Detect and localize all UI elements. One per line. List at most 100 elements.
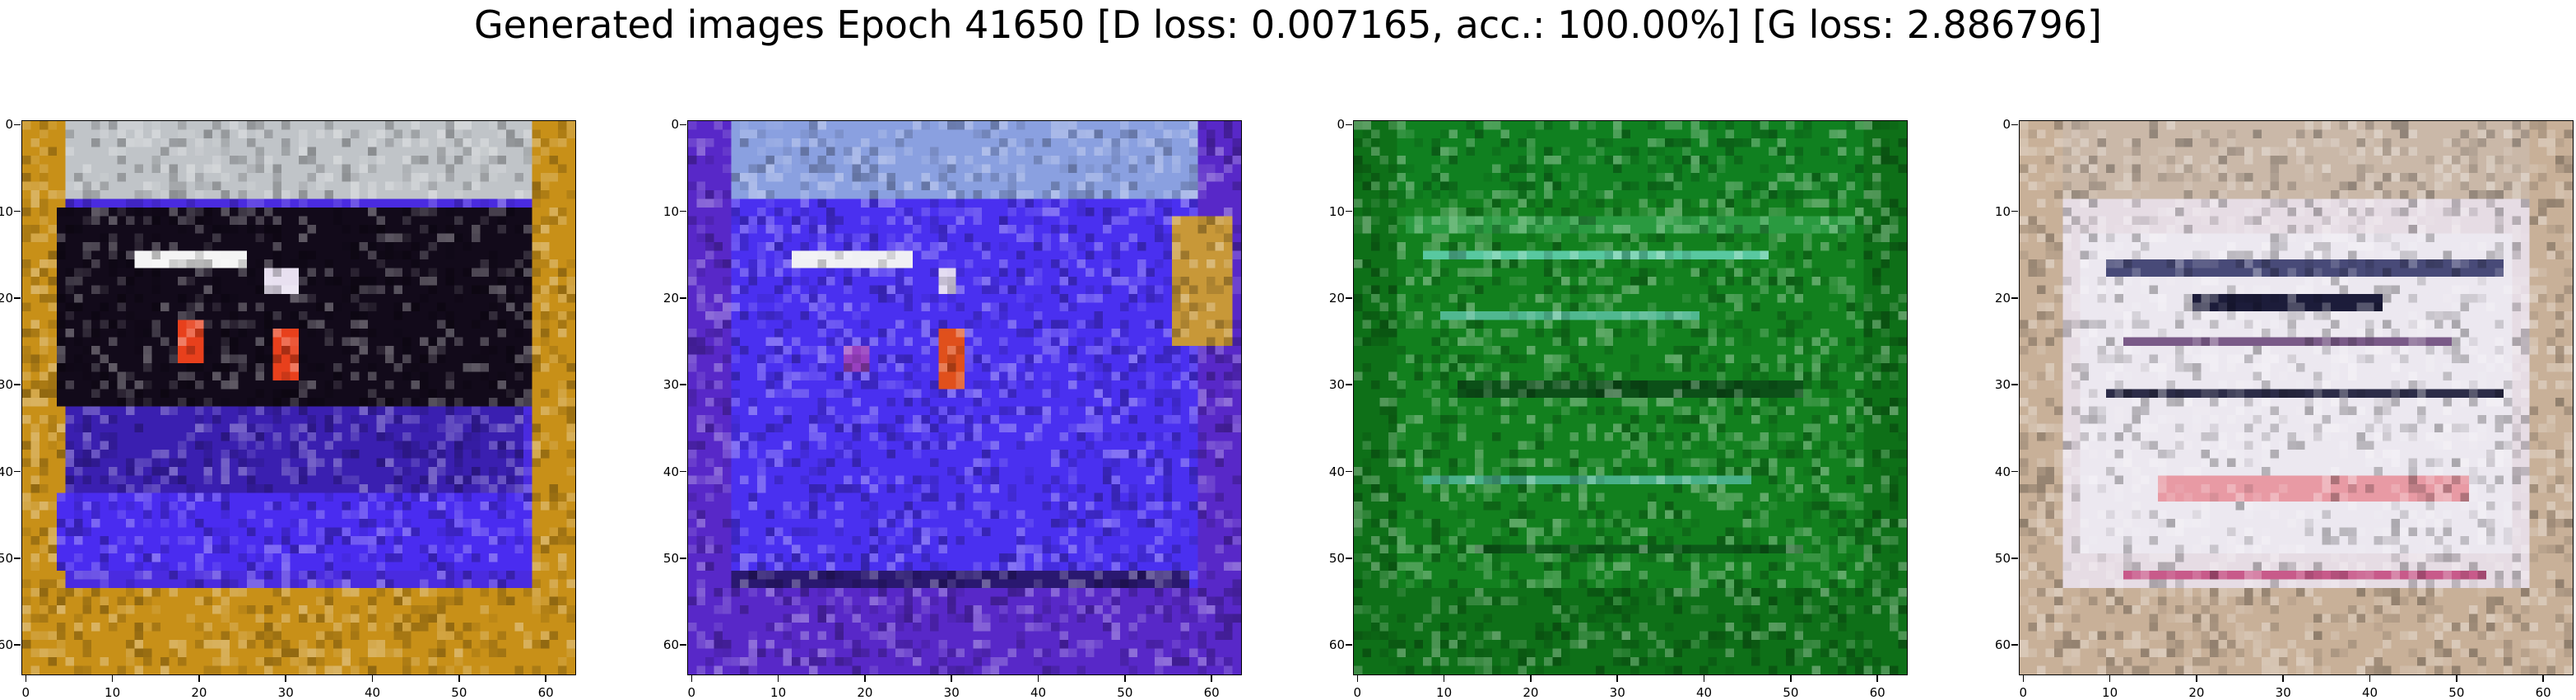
- image-pixel: [1898, 398, 1907, 407]
- image-pixel: [480, 475, 489, 484]
- image-pixel: [1846, 285, 1855, 294]
- image-pixel: [299, 423, 308, 432]
- image-pixel: [783, 631, 792, 640]
- image-pixel: [938, 363, 947, 372]
- image-pixel: [1811, 277, 1820, 286]
- image-pixel: [1458, 562, 1467, 571]
- image-pixel: [230, 225, 239, 234]
- image-pixel: [1155, 198, 1164, 208]
- image-pixel: [1700, 268, 1709, 277]
- image-pixel: [930, 484, 939, 493]
- image-pixel: [393, 467, 402, 476]
- image-pixel: [938, 156, 947, 165]
- image-pixel: [965, 519, 974, 528]
- image-pixel: [1128, 129, 1137, 138]
- image-pixel: [1397, 458, 1406, 467]
- image-pixel: [1431, 398, 1440, 407]
- image-pixel: [1717, 389, 1726, 398]
- image-pixel: [947, 346, 956, 355]
- image-pixel: [1527, 380, 1536, 390]
- image-pixel: [1803, 233, 1812, 242]
- image-pixel: [1630, 398, 1639, 407]
- image-pixel: [774, 458, 783, 467]
- image-pixel: [748, 588, 757, 597]
- image-pixel: [1448, 208, 1458, 217]
- image-pixel: [454, 553, 463, 562]
- image-pixel: [1690, 164, 1700, 173]
- image-pixel: [316, 173, 325, 182]
- image-pixel: [688, 329, 697, 338]
- image-pixel: [1725, 147, 1734, 156]
- image-pixel: [904, 354, 913, 363]
- image-pixel: [982, 579, 991, 588]
- image-pixel: [117, 605, 126, 614]
- image-pixel: [1146, 553, 1155, 562]
- image-pixel: [558, 138, 567, 147]
- image-pixel: [65, 363, 74, 372]
- image-pixel: [359, 536, 368, 545]
- image-pixel: [1579, 467, 1588, 476]
- image-pixel: [126, 484, 135, 493]
- image-pixel: [1458, 432, 1467, 441]
- image-pixel: [420, 605, 429, 614]
- image-pixel: [688, 450, 697, 459]
- image-pixel: [1431, 190, 1440, 199]
- image-pixel: [151, 121, 160, 130]
- image-pixel: [1007, 181, 1016, 190]
- image-pixel: [126, 285, 135, 294]
- image-pixel: [1207, 484, 1216, 493]
- image-pixel: [1898, 242, 1907, 251]
- image-pixel: [402, 337, 412, 346]
- image-pixel: [1440, 156, 1449, 165]
- image-pixel: [368, 389, 377, 398]
- image-pixel: [705, 311, 714, 320]
- image-pixel: [982, 614, 991, 623]
- image-pixel: [1613, 164, 1622, 173]
- image-left-border: [688, 121, 732, 674]
- image-pixel: [1561, 259, 1570, 268]
- image-pixel: [792, 510, 801, 519]
- image-pixel: [549, 631, 558, 640]
- image-pixel: [169, 406, 178, 415]
- image-pixel: [1846, 415, 1855, 424]
- image-pixel: [1137, 302, 1146, 311]
- image-pixel: [1016, 544, 1025, 553]
- image-pixel: [947, 259, 956, 268]
- image-pixel: [1103, 337, 1112, 346]
- image-pixel: [1051, 285, 1060, 294]
- image-pixel: [1561, 329, 1570, 338]
- image-pixel: [532, 553, 541, 562]
- image-pixel: [1552, 363, 1561, 372]
- image-pixel: [1656, 329, 1665, 338]
- image-pixel: [1189, 198, 1198, 208]
- image-pixel: [523, 250, 532, 259]
- image-pixel: [402, 277, 412, 286]
- image-pixel: [22, 614, 31, 623]
- image-pixel: [731, 198, 740, 208]
- image-pixel: [1458, 380, 1467, 390]
- image-pixel: [1076, 423, 1086, 432]
- image-pixel: [1388, 432, 1397, 441]
- image-pixel: [1397, 242, 1406, 251]
- image-pixel: [1579, 553, 1588, 562]
- image-pixel: [1215, 657, 1224, 666]
- image-pixel: [272, 588, 281, 597]
- image-pixel: [696, 346, 705, 355]
- image-pixel: [160, 492, 170, 502]
- image-pixel: [143, 138, 152, 147]
- image-pixel: [740, 181, 749, 190]
- image-pixel: [904, 614, 913, 623]
- image-pixel: [740, 225, 749, 234]
- image-pixel: [852, 605, 861, 614]
- image-pixel: [255, 363, 264, 372]
- image-pixel: [30, 181, 40, 190]
- image-pixel: [1492, 164, 1501, 173]
- image-pixel: [1224, 423, 1233, 432]
- image-pixel: [1059, 640, 1068, 649]
- image-pixel: [930, 623, 939, 632]
- image-pixel: [1656, 475, 1665, 484]
- image-pixel: [1458, 285, 1467, 294]
- y-tick-mark: [680, 470, 686, 473]
- image-pixel: [1604, 389, 1613, 398]
- image-pixel: [1561, 320, 1570, 329]
